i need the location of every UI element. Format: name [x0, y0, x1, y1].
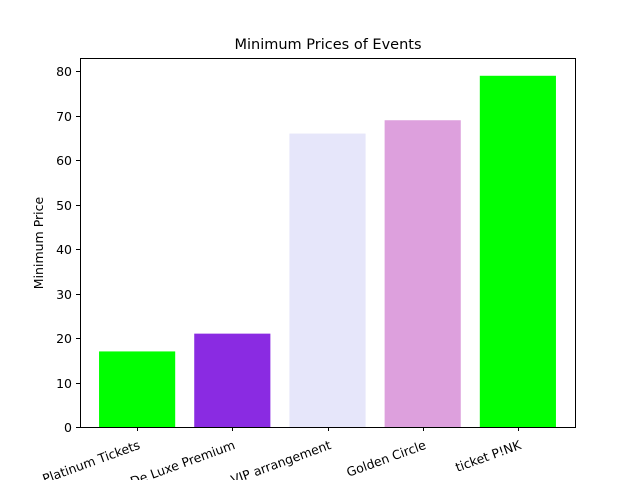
chart-title: Minimum Prices of Events: [234, 37, 421, 53]
bar-4: [384, 120, 461, 427]
axes-frame: [80, 58, 576, 428]
bar-1: [99, 351, 176, 427]
y-tick-label: 70: [56, 109, 72, 124]
y-tick-label: 50: [56, 198, 72, 213]
y-tick-label: 30: [56, 287, 72, 302]
bar-3: [289, 133, 366, 427]
bar-2: [194, 333, 271, 427]
y-tick-label: 10: [56, 376, 72, 391]
y-tick-label: 40: [56, 242, 72, 257]
y-axis-label: Minimum Price: [31, 196, 46, 289]
y-tick-label: 60: [56, 153, 72, 168]
y-tick-label: 80: [56, 64, 72, 79]
y-tick-label: 0: [64, 420, 72, 435]
y-tick-label: 20: [56, 331, 72, 346]
bar-5: [479, 75, 556, 427]
